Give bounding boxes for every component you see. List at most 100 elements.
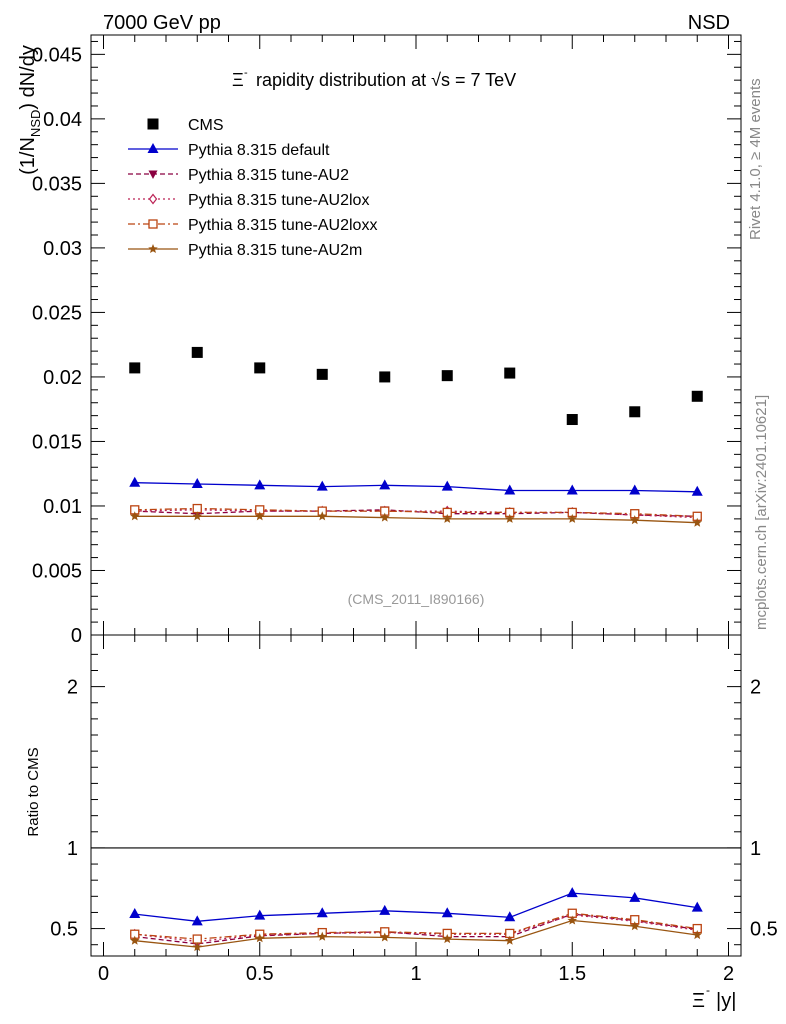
main-data-point	[566, 484, 578, 495]
legend-label: Pythia 8.315 tune-AU2m	[188, 242, 362, 259]
ratio-data-point	[567, 915, 578, 925]
ratio-data-point	[191, 915, 203, 926]
main-series-5	[129, 511, 703, 527]
main-series-4	[130, 503, 702, 521]
main-data-point	[379, 371, 391, 383]
ratio-panel-frame	[90, 634, 742, 957]
y-tick-label: 0.03	[43, 238, 82, 260]
main-data-point	[441, 480, 453, 491]
x-axis-label: Ξ - |y|	[692, 983, 736, 1012]
legend-label: Pythia 8.315 default	[188, 142, 330, 159]
ratio-y-tick-label-right: 2	[750, 677, 761, 699]
analysis-tag: (CMS_2011_I890166)	[348, 591, 485, 607]
ratio-axes: 0.5 0.5 1 1 2 2	[50, 653, 778, 946]
x-tick-label: 1	[410, 963, 421, 985]
legend-item: Pythia 8.315 tune-AU2	[128, 167, 349, 184]
main-data-point	[629, 515, 640, 525]
ratio-data-point	[192, 934, 202, 944]
main-series-line	[134, 515, 698, 524]
svg-text:(1/NNSD) dN/dy: (1/NNSD) dN/dy	[17, 45, 43, 175]
main-series-line	[134, 482, 698, 493]
ratio-data-point	[254, 909, 266, 920]
process-label: NSD	[688, 12, 730, 34]
main-data-point	[504, 367, 516, 379]
ratio-data-point	[316, 907, 328, 918]
ratio-series-line	[134, 892, 698, 922]
ylabel-subscript: NSD	[28, 110, 43, 137]
xlabel-absy: |y|	[716, 990, 736, 1012]
main-data-point	[317, 511, 328, 521]
ylabel-part1: (1/N	[17, 137, 39, 175]
y-tick-label: 0.02	[43, 367, 82, 389]
y-tick-label: 0.01	[43, 496, 82, 518]
ratio-series-4	[129, 915, 703, 952]
legend-marker	[147, 143, 159, 153]
main-data-point	[629, 406, 641, 418]
main-series-1	[129, 476, 703, 496]
main-data-point	[566, 414, 578, 426]
ratio-data-point	[129, 908, 141, 919]
legend-marker	[148, 244, 158, 254]
main-ylabel: (1/NNSD) dN/dy	[17, 45, 43, 175]
ratio-series-2	[130, 909, 702, 947]
legend-label: Pythia 8.315 tune-AU2loxx	[188, 217, 377, 234]
y-tick-label: 0.04	[43, 109, 82, 131]
y-tick-label: 0.015	[32, 431, 82, 453]
y-tick-label: 0.025	[32, 302, 82, 324]
ratio-series-line	[134, 913, 698, 945]
ratio-data-point	[504, 911, 516, 922]
ratio-y-tick-label-left: 2	[67, 677, 78, 699]
ratio-data-point	[629, 891, 641, 902]
legend-label: CMS	[188, 117, 224, 134]
x-tick-label: 1.5	[558, 963, 586, 985]
legend-item: Pythia 8.315 tune-AU2loxx	[128, 217, 377, 234]
ratio-data-point	[379, 904, 391, 915]
main-series-line	[134, 507, 698, 517]
main-data-point	[254, 362, 266, 374]
main-series-0	[129, 346, 703, 426]
ratio-data-point	[692, 930, 703, 940]
ratio-series-line	[134, 919, 698, 948]
title-xi-superscript: -	[244, 67, 248, 79]
legend-marker	[147, 118, 159, 130]
main-data-point	[504, 513, 515, 523]
main-data-point	[504, 484, 516, 495]
ratio-series-line	[134, 912, 698, 940]
main-data-point	[567, 513, 578, 523]
ratio-data-point	[504, 935, 515, 945]
ratio-data-point	[379, 932, 390, 942]
main-data-point	[691, 390, 703, 402]
ylabel-part2: ) dN/dy	[17, 45, 39, 109]
main-data-point	[316, 368, 328, 380]
main-series-group	[129, 346, 703, 527]
legend-label: Pythia 8.315 tune-AU2	[188, 167, 349, 184]
main-data-point	[191, 478, 203, 489]
ratio-ylabel: Ratio to CMS	[25, 747, 42, 836]
ratio-data-point	[192, 942, 203, 952]
legend-item: Pythia 8.315 tune-AU2lox	[128, 192, 369, 209]
ratio-series-group	[129, 887, 703, 952]
main-data-point	[691, 485, 703, 496]
y-tick-label: 0	[71, 625, 82, 647]
legend-marker	[148, 170, 158, 179]
x-axis: 0 0.5 1 1.5 2	[98, 35, 734, 985]
x-tick-label: 0.5	[246, 963, 274, 985]
main-data-point	[379, 512, 390, 522]
xlabel-xi: Ξ	[692, 990, 705, 1012]
legend-item: CMS	[147, 117, 224, 134]
ratio-y-tick-label-right: 0.5	[750, 919, 778, 941]
legend: CMS Pythia 8.315 default Pythia 8.315 tune…	[128, 117, 377, 259]
ratio-data-point	[129, 935, 140, 945]
main-data-point	[441, 370, 453, 382]
main-data-point	[629, 484, 641, 495]
y-tick-label: 0.045	[32, 44, 82, 66]
x-tick-label: 0	[98, 963, 109, 985]
main-data-point	[129, 476, 141, 487]
legend-marker	[148, 193, 158, 205]
legend-item: Pythia 8.315 default	[128, 142, 330, 159]
main-data-point	[442, 513, 453, 523]
main-data-point	[192, 511, 203, 521]
main-data-point	[129, 362, 141, 374]
main-data-point	[316, 480, 328, 491]
